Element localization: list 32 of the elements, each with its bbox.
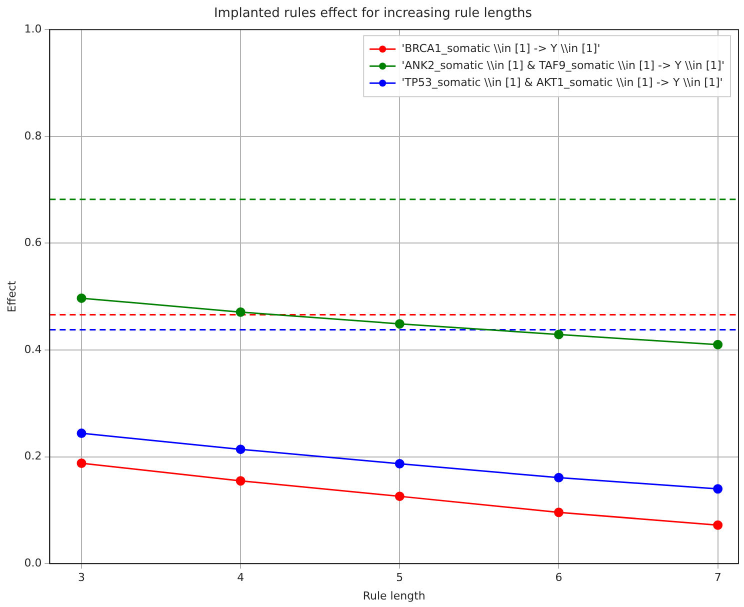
point <box>554 472 564 482</box>
x-tick-label: 7 <box>714 571 722 584</box>
point <box>554 508 564 518</box>
point <box>394 319 404 329</box>
x-axis-title: Rule length <box>362 589 426 602</box>
point <box>394 458 404 468</box>
x-tick-label: 3 <box>78 571 86 584</box>
legend-label: 'BRCA1_somatic \\in [1] -> Y \\in [1]' <box>402 42 600 55</box>
legend-label: 'TP53_somatic \\in [1] & AKT1_somatic \\in [1] -> Y \\in [1]' <box>402 76 723 89</box>
x-tick-label: 4 <box>237 571 244 584</box>
y-tick-label: 0.4 <box>24 342 42 356</box>
chart-title: Implanted rules effect for increasing rule lengths <box>214 6 532 22</box>
point <box>713 340 723 350</box>
y-axis-title: Effect <box>5 280 18 312</box>
legend-label: 'ANK2_somatic \\in [1] & TAF9_somatic \\in [1] -> Y \\in [1]' <box>402 58 725 72</box>
point <box>713 520 723 530</box>
y-tick-label: 0.0 <box>24 556 42 570</box>
point <box>236 307 246 317</box>
point <box>236 444 246 454</box>
point <box>76 428 86 438</box>
y-tick-label: 1.0 <box>24 22 42 36</box>
point <box>76 458 86 468</box>
x-tick-label: 6 <box>555 571 562 584</box>
y-tick-label: 0.8 <box>24 129 42 142</box>
y-tick-label: 0.2 <box>24 450 42 463</box>
point <box>713 484 723 494</box>
point <box>76 293 86 303</box>
x-tick-label: 5 <box>396 571 404 584</box>
point <box>394 492 404 502</box>
point <box>236 476 246 486</box>
point <box>554 330 564 340</box>
y-tick-label: 0.6 <box>24 236 42 250</box>
